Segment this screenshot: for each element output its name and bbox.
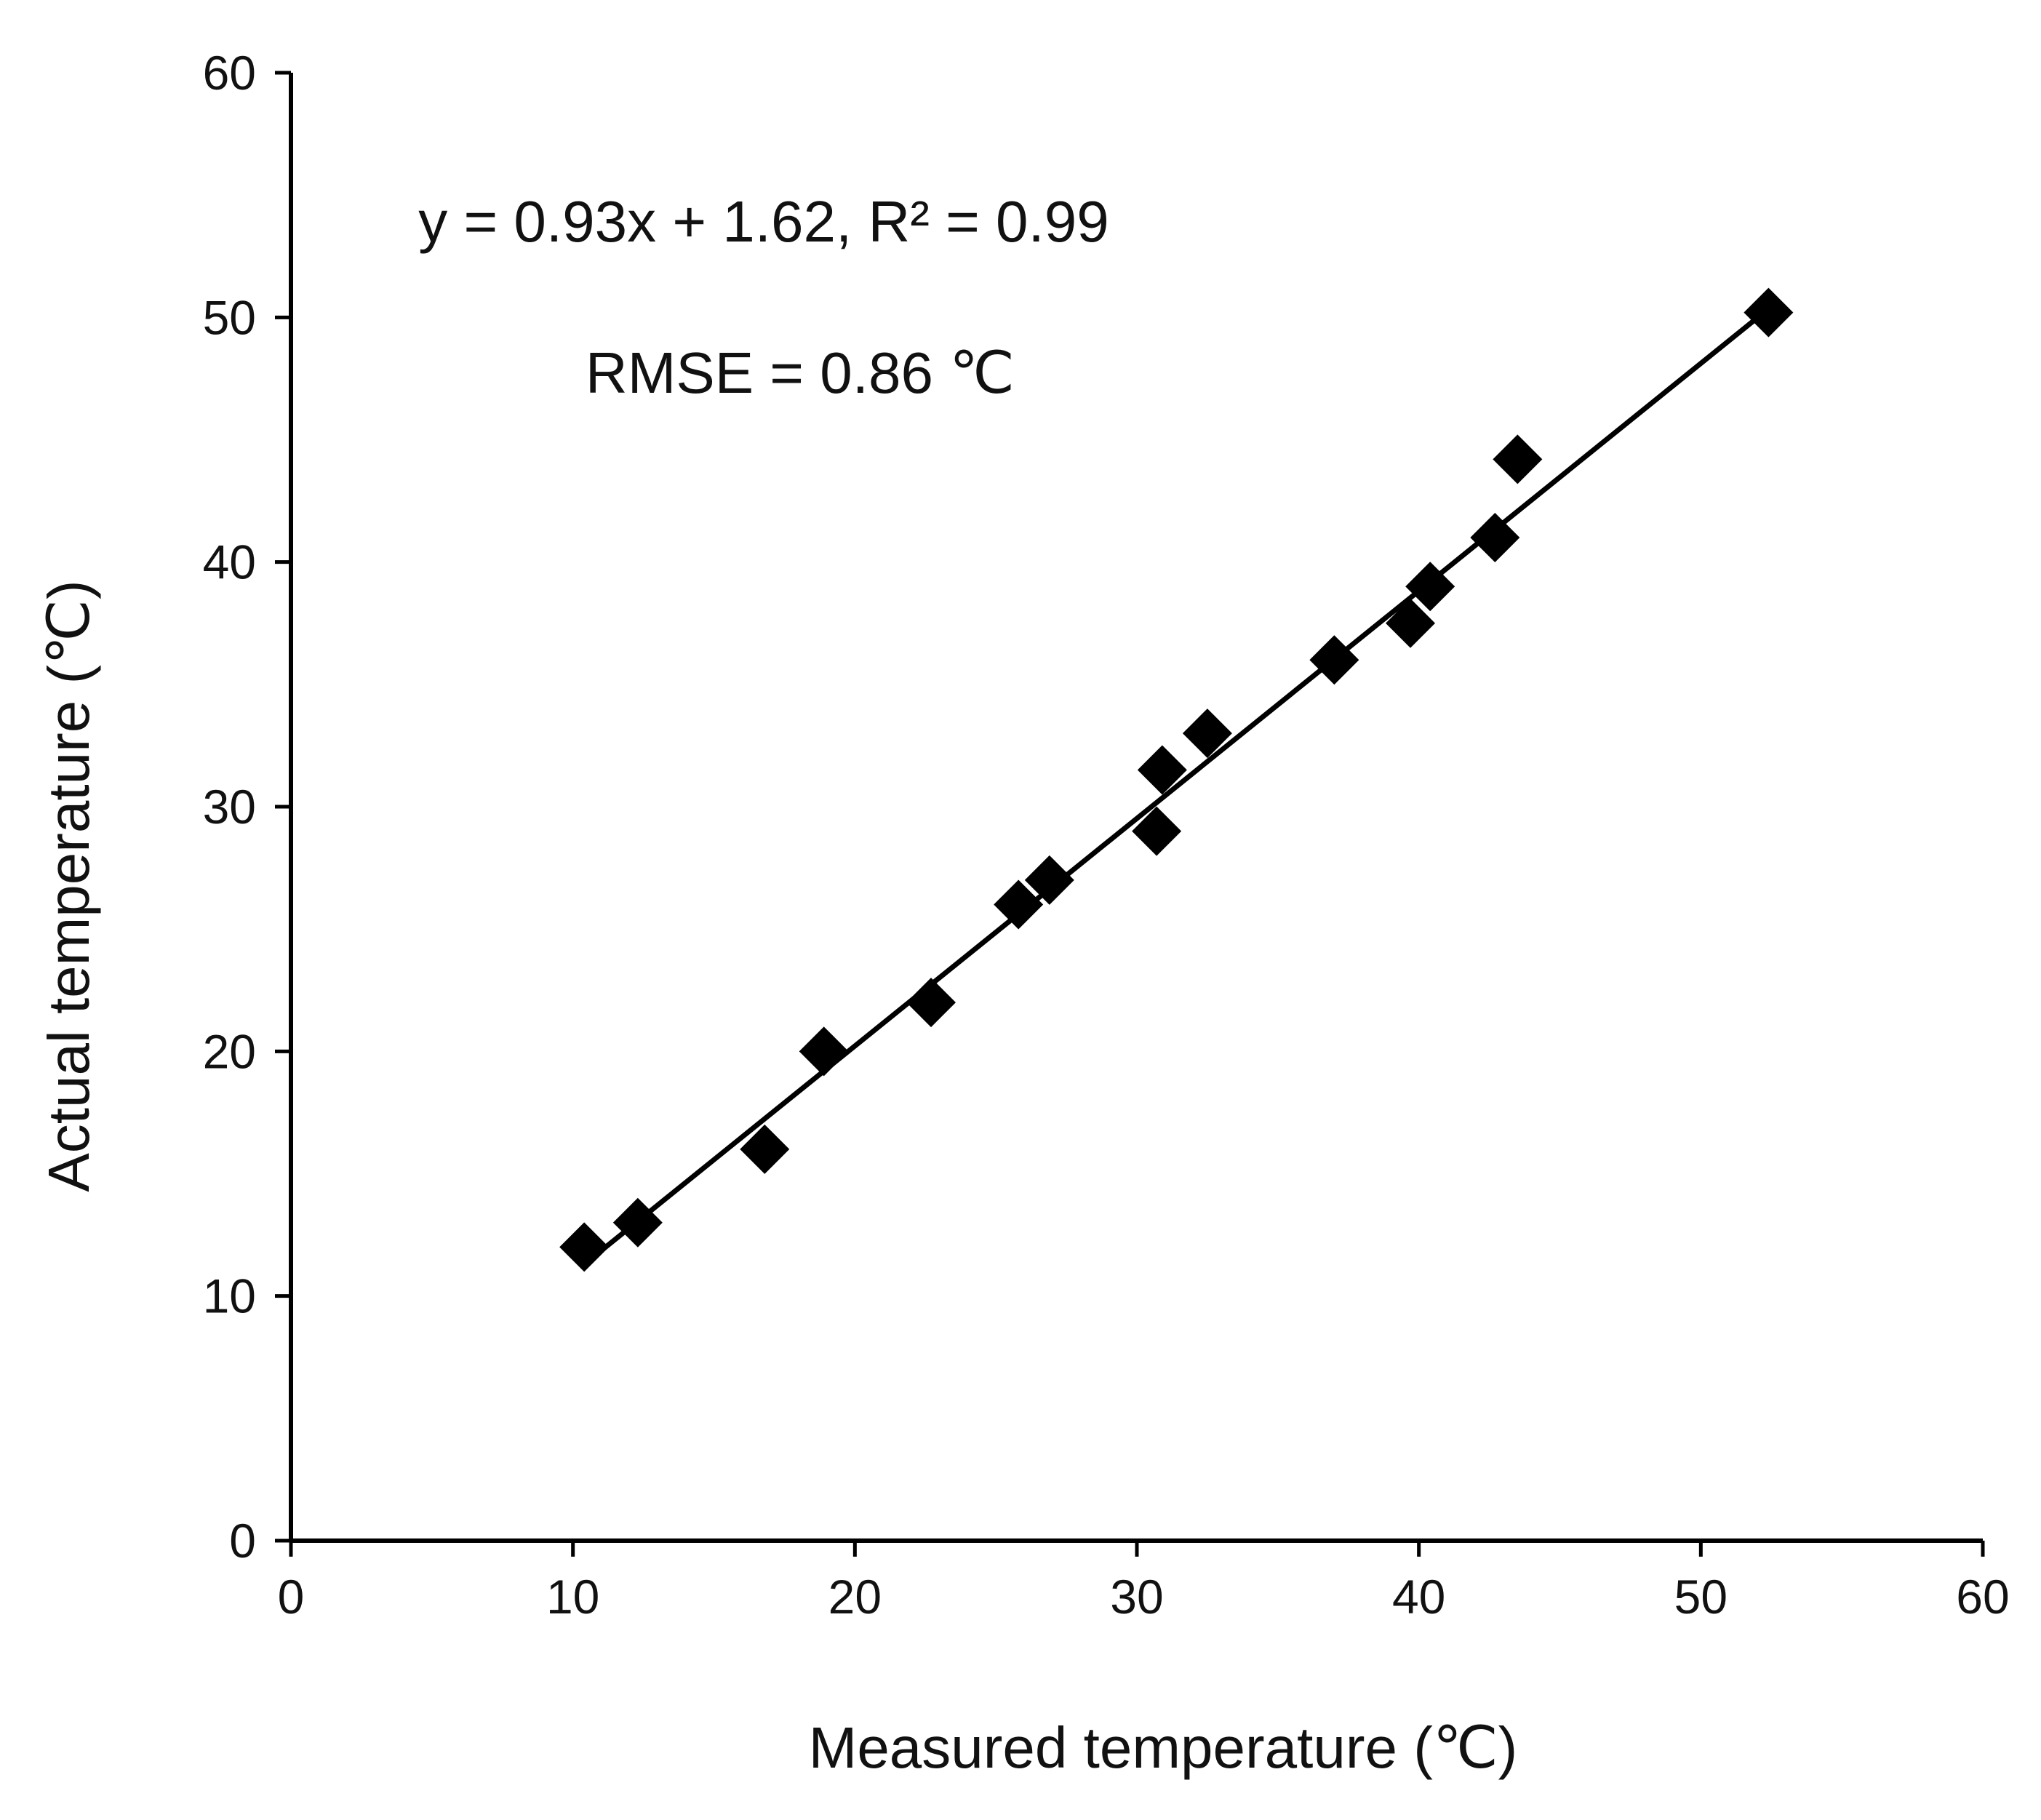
trendline-group	[582, 306, 1770, 1266]
trendline	[582, 306, 1770, 1266]
data-points	[559, 287, 1794, 1272]
equation-annotation: y = 0.93x + 1.62, R² = 0.99	[418, 189, 1109, 254]
y-tick-label: 50	[203, 290, 256, 344]
x-tick-label: 10	[546, 1570, 599, 1624]
x-tick-label: 60	[1956, 1570, 2009, 1624]
data-point	[1405, 562, 1455, 612]
data-point	[1309, 635, 1359, 685]
y-tick-label: 60	[203, 46, 256, 100]
x-tick-label: 0	[278, 1570, 305, 1624]
x-tick-label: 40	[1392, 1570, 1445, 1624]
y-tick-label: 30	[203, 780, 256, 834]
x-tick-label: 30	[1110, 1570, 1163, 1624]
y-tick-label: 0	[229, 1514, 256, 1568]
y-tick-label: 40	[203, 535, 256, 589]
x-tick-label: 20	[828, 1570, 882, 1624]
data-point	[1132, 806, 1182, 856]
data-point	[799, 1026, 849, 1077]
y-ticks: 0 10 20 30 40 50 60	[203, 46, 291, 1568]
x-ticks: 0 10 20 30 40 50 60	[278, 1541, 2010, 1624]
data-point	[1182, 709, 1232, 759]
data-point	[994, 879, 1044, 930]
data-point	[1493, 434, 1543, 484]
y-tick-label: 10	[203, 1269, 256, 1323]
data-point	[559, 1222, 610, 1272]
data-point	[1386, 598, 1436, 648]
data-point	[1470, 513, 1520, 563]
data-point	[1137, 745, 1187, 795]
data-point	[740, 1124, 790, 1174]
data-point	[906, 978, 956, 1028]
y-axis-title: Actual temperature (℃)	[36, 580, 101, 1192]
x-tick-label: 50	[1674, 1570, 1728, 1624]
data-point	[612, 1197, 663, 1248]
y-tick-label: 20	[203, 1024, 256, 1078]
rmse-annotation: RMSE = 0.86 ℃	[586, 340, 1015, 405]
data-point	[1744, 287, 1794, 338]
axes	[289, 73, 1983, 1543]
data-point	[1024, 855, 1074, 905]
x-axis-title: Measured temperature (℃)	[809, 1715, 1518, 1780]
